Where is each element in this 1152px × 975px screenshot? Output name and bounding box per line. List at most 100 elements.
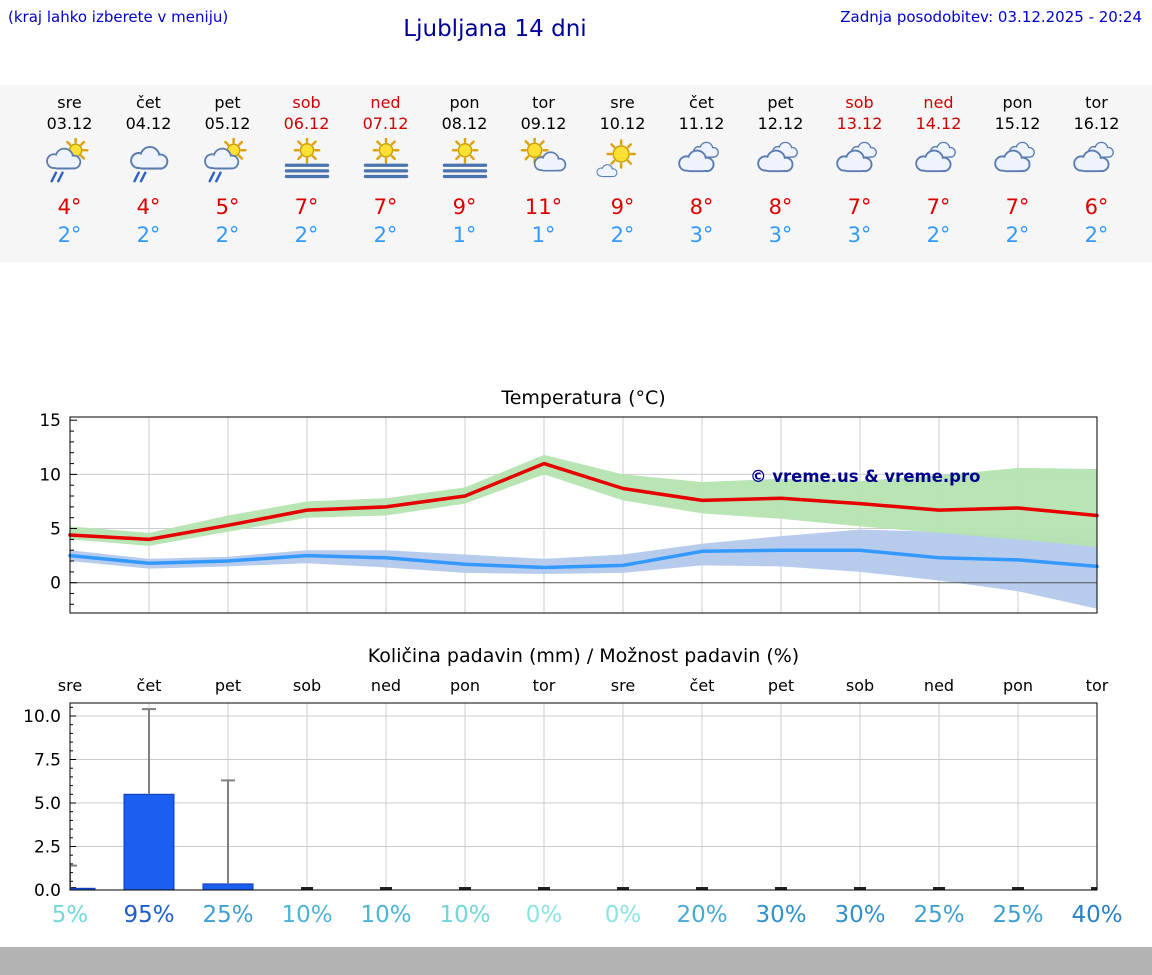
precip-bar	[202, 883, 254, 890]
precip-gridlines	[70, 703, 1097, 890]
day-high-temp: 6°	[1084, 195, 1109, 219]
precip-day-label-11: ned	[923, 676, 955, 695]
precip-probability-1: 95%	[123, 902, 175, 928]
cloudy-icon	[741, 134, 820, 188]
location-menu-hint: (kraj lahko izberete v meniju)	[8, 8, 229, 26]
precip-probability-3: 10%	[281, 902, 333, 928]
precip-day-labels: sre čet pet sob ned pon tor sre čet pet sob ned pon t…	[0, 676, 1152, 698]
day-high-temp: 4°	[57, 195, 82, 219]
day-date: 13.12	[836, 114, 883, 133]
day-low-temp: 3°	[768, 223, 793, 247]
forecast-day-09.12[interactable]: tor 09.12 11° 1°	[504, 86, 583, 262]
day-date: 08.12	[441, 114, 488, 133]
day-name: tor	[1085, 93, 1108, 112]
sun-fog-icon	[425, 134, 504, 188]
day-name: tor	[532, 93, 555, 112]
cloudy-icon	[978, 134, 1057, 188]
precip-day-label-13: tor	[1085, 676, 1109, 695]
cloudy-icon	[899, 134, 978, 188]
sun-fog-icon	[267, 134, 346, 188]
day-date: 16.12	[1073, 114, 1120, 133]
forecast-day-12.12[interactable]: pet 12.12 8° 3°	[741, 86, 820, 262]
day-name: sre	[57, 93, 82, 112]
day-high-temp: 5°	[215, 195, 240, 219]
day-name: sre	[610, 93, 635, 112]
forecast-day-04.12[interactable]: čet 04.12 4° 2°	[109, 86, 188, 262]
precip-day-label-4: ned	[370, 676, 402, 695]
day-name: ned	[370, 93, 401, 112]
day-date: 04.12	[125, 114, 172, 133]
day-high-temp: 9°	[610, 195, 635, 219]
day-date: 14.12	[915, 114, 962, 133]
day-axis-tick	[1091, 887, 1097, 890]
day-axis-tick	[1012, 887, 1024, 890]
precip-y-tick-label: 5.0	[34, 794, 61, 814]
forecast-day-16.12[interactable]: tor 16.12 6° 2°	[1057, 86, 1136, 262]
temp-y-tick-label: 5	[50, 520, 61, 540]
partly-cloudy-icon	[504, 134, 583, 188]
sun-rain-icon	[188, 134, 267, 188]
temp-y-tick-label: 15	[39, 411, 61, 431]
precip-day-label-2: pet	[214, 676, 242, 695]
day-date: 07.12	[362, 114, 409, 133]
precip-y-tick-label: 10.0	[23, 707, 61, 727]
precipitation-chart: 0.0 2.5 5.0 7.5 10.0	[23, 702, 1098, 901]
precip-probability-0: 5%	[51, 902, 89, 928]
day-low-temp: 1°	[531, 223, 556, 247]
day-axis-tick	[775, 887, 787, 890]
precip-day-label-1: čet	[136, 676, 162, 695]
precip-probability-7: 0%	[604, 902, 642, 928]
last-update-text: Zadnja posodobitev: 03.12.2025 - 20:24	[840, 8, 1142, 26]
day-date: 09.12	[520, 114, 567, 133]
precip-day-label-7: sre	[610, 676, 636, 695]
cloud-rain-icon	[109, 134, 188, 188]
precip-probability-6: 0%	[525, 902, 563, 928]
precip-day-label-6: tor	[532, 676, 556, 695]
precip-probability-2: 25%	[202, 902, 254, 928]
day-name: pon	[449, 93, 480, 112]
precip-day-label-9: pet	[767, 676, 795, 695]
day-high-temp: 8°	[689, 195, 714, 219]
precip-day-label-8: čet	[689, 676, 715, 695]
day-name: pon	[1002, 93, 1033, 112]
day-name: pet	[767, 93, 794, 112]
precip-day-label-0: sre	[57, 676, 83, 695]
day-low-temp: 2°	[610, 223, 635, 247]
precip-probability-8: 20%	[676, 902, 728, 928]
day-low-temp: 2°	[294, 223, 319, 247]
forecast-day-05.12[interactable]: pet 05.12 5° 2°	[188, 86, 267, 262]
sun-fog-icon	[346, 134, 425, 188]
forecast-day-14.12[interactable]: ned 14.12 7° 2°	[899, 86, 978, 262]
day-low-temp: 3°	[847, 223, 872, 247]
forecast-day-03.12[interactable]: sre 03.12 4° 2°	[30, 86, 109, 262]
precip-day-label-3: sob	[292, 676, 322, 695]
day-low-temp: 2°	[373, 223, 398, 247]
forecast-day-06.12[interactable]: sob 06.12 7° 2°	[267, 86, 346, 262]
precip-day-label-10: sob	[845, 676, 875, 695]
forecast-day-08.12[interactable]: pon 08.12 9° 1°	[425, 86, 504, 262]
day-name: ned	[923, 93, 954, 112]
day-name: pet	[214, 93, 241, 112]
cloudy-icon	[662, 134, 741, 188]
day-axis-tick	[459, 887, 471, 890]
cloudy-icon	[1057, 134, 1136, 188]
forecast-day-13.12[interactable]: sob 13.12 7° 3°	[820, 86, 899, 262]
temperature-chart-title: Temperatura (°C)	[501, 387, 666, 409]
precip-day-label-5: pon	[449, 676, 481, 695]
precip-probability-13: 40%	[1071, 902, 1123, 928]
forecast-day-11.12[interactable]: čet 11.12 8° 3°	[662, 86, 741, 262]
precip-y-tick-label: 0.0	[34, 881, 61, 901]
day-date: 15.12	[994, 114, 1041, 133]
forecast-day-15.12[interactable]: pon 15.12 7° 2°	[978, 86, 1057, 262]
forecast-day-07.12[interactable]: ned 07.12 7° 2°	[346, 86, 425, 262]
day-name: čet	[136, 93, 161, 112]
day-high-temp: 7°	[926, 195, 951, 219]
temp-plot-border	[69, 416, 1098, 614]
precip-probability-11: 25%	[913, 902, 965, 928]
day-low-temp: 2°	[1084, 223, 1109, 247]
min-temp-line	[68, 548, 1099, 570]
precip-bar	[70, 887, 96, 890]
precip-y-tick-label: 7.5	[34, 751, 61, 771]
forecast-day-10.12[interactable]: sre 10.12 9° 2°	[583, 86, 662, 262]
day-axis-tick	[854, 887, 866, 890]
